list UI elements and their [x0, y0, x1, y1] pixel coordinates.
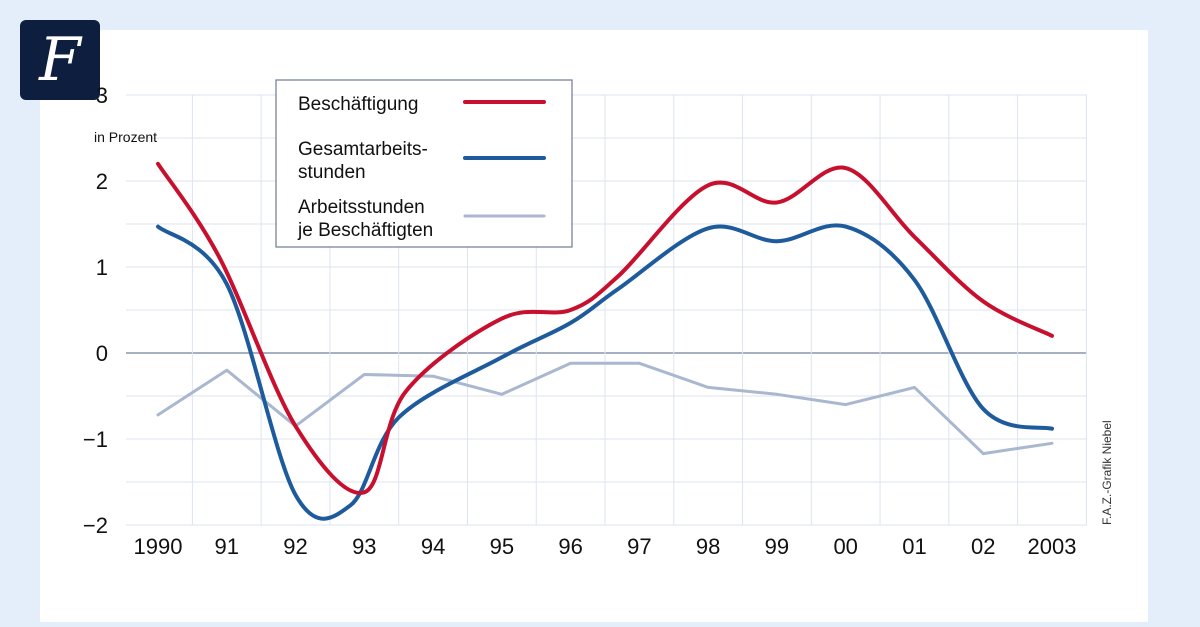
x-tick-label: 1990 [134, 534, 183, 559]
chart-card [40, 30, 1148, 622]
y-tick-label: 2 [96, 169, 108, 194]
logo-letter: F [39, 25, 81, 95]
x-tick-label: 02 [971, 534, 995, 559]
x-tick-label: 93 [352, 534, 376, 559]
faz-logo-icon: F [20, 20, 100, 100]
x-tick-label: 96 [558, 534, 582, 559]
y-tick-label: 1 [96, 255, 108, 280]
x-axis-ticks: 1990 91 92 93 94 95 96 97 98 99 00 01 02 2003 [134, 534, 1077, 559]
x-tick-label: 91 [215, 534, 239, 559]
y-tick-label: −1 [83, 427, 108, 452]
x-tick-label: 97 [627, 534, 651, 559]
series-lines [156, 161, 1054, 521]
x-tick-label: 01 [902, 534, 926, 559]
x-tick-label: 00 [833, 534, 857, 559]
y-tick-label: 0 [96, 341, 108, 366]
x-tick-label: 98 [696, 534, 720, 559]
x-tick-label: 92 [283, 534, 307, 559]
y-tick-label: −2 [83, 513, 108, 538]
x-tick-label: 99 [765, 534, 789, 559]
x-tick-label: 95 [490, 534, 514, 559]
legend: Beschäftigung Gesamtarbeits-stunden Arbeit… [275, 79, 573, 248]
legend-label: Beschäftigung [298, 94, 418, 115]
y-tick-label: 3 [96, 83, 108, 108]
legend-label: stunden [298, 162, 366, 183]
legend-label: Gesamtarbeits- [298, 139, 428, 160]
legend-label: je Beschäftigten [297, 220, 433, 241]
series-line-beschaeftigung [156, 161, 1054, 495]
legend-box [275, 79, 573, 248]
grid [126, 94, 1087, 526]
y-axis-ticks: 3 2 1 0 −1 −2 [83, 83, 108, 538]
y-axis-unit-label: in Prozent [94, 129, 157, 145]
chart-credit: F.A.Z.-Grafik Niebel [1100, 420, 1114, 525]
legend-label: Arbeitsstunden [298, 197, 425, 218]
series-line-gesamtarbeitsstunden [156, 223, 1054, 521]
x-tick-label: 2003 [1028, 534, 1077, 559]
x-tick-label: 94 [421, 534, 445, 559]
series-line-arbeitsstunden-je-beschaeftigten [156, 361, 1054, 456]
